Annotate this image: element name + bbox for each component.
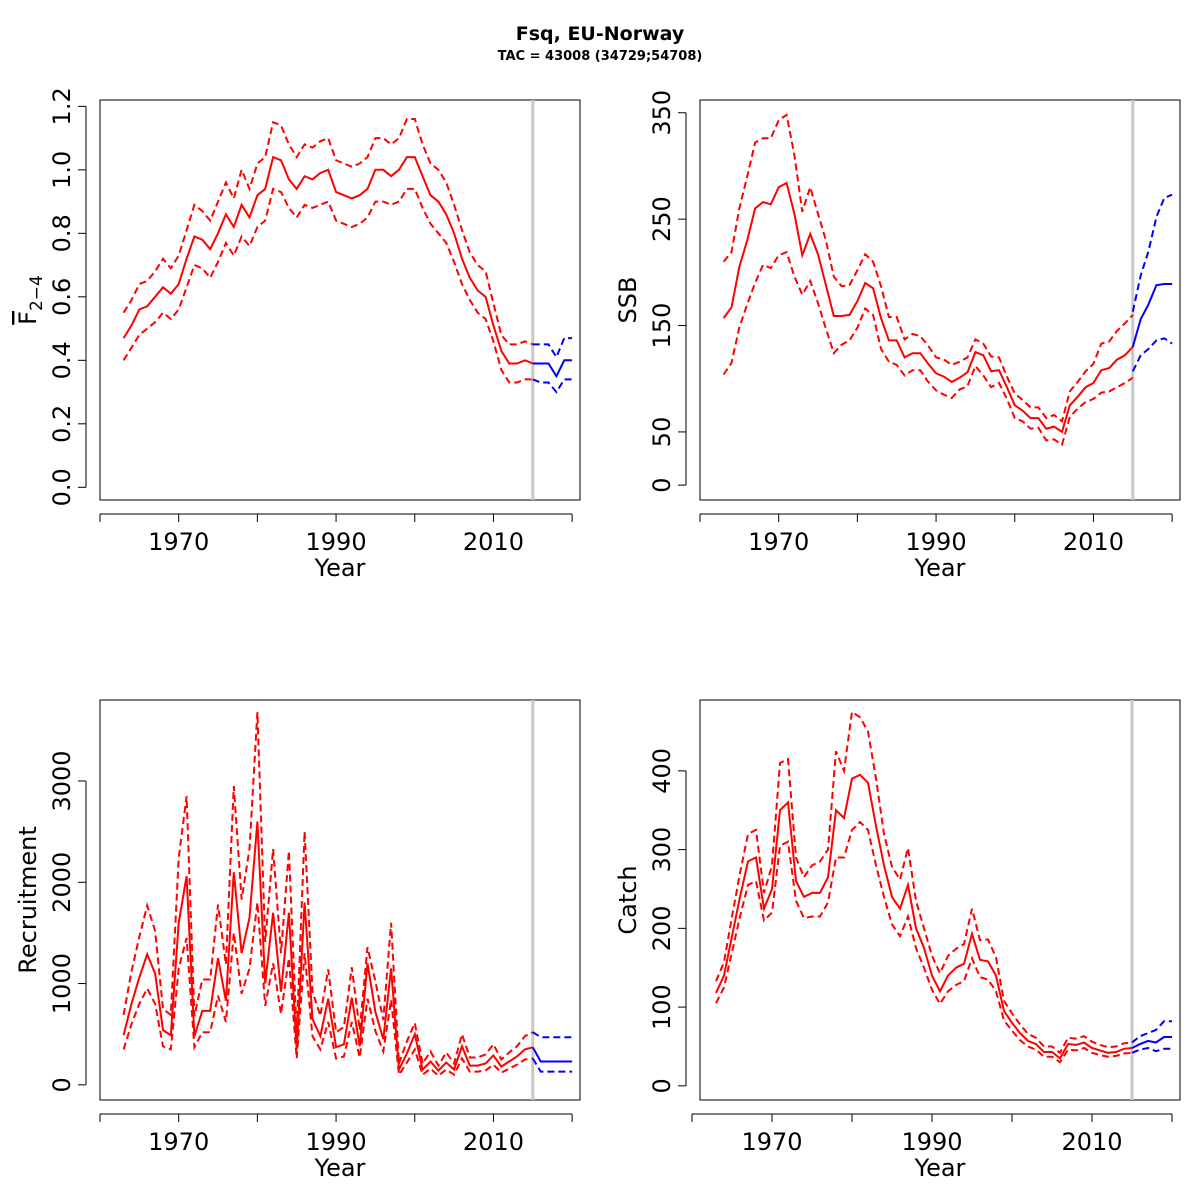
y-tick-label: 200 [648,905,676,951]
y-tick-label: 0 [48,1077,76,1092]
series-lower-bound [122,902,533,1078]
y-tick-label: 0.8 [48,214,76,252]
y-tick-label: 350 [648,90,676,136]
series-upper-bound [1131,193,1173,312]
x-axis-label: Year [314,1154,366,1182]
y-tick-label: 1.0 [48,151,76,189]
x-tick-label: 1970 [748,528,809,556]
y-axis-label-sub: 2−4 [27,275,47,311]
series-upper-bound [532,337,573,360]
y-tick-label: 0.0 [48,468,76,506]
plot-frame [699,99,1181,501]
series-red [122,712,534,1078]
x-axis-label: Year [914,554,966,582]
series-upper-bound [532,1031,573,1039]
y-tick-label: 300 [648,827,676,873]
x-axis-label: Year [914,1154,966,1182]
series-upper-bound [1131,1020,1172,1044]
panels: 1970 1990 2010 Year 0.0 0.2 0.4 0.6 0.8 1.0 1.2 F2−… [14,87,1181,1182]
x-axis: 1970 1990 2010 Year [699,513,1173,582]
y-axis-label-main: F [14,311,42,325]
series-lower-bound [531,1057,573,1073]
figure-subtitle: TAC = 43008 (34729;54708) [498,49,703,64]
series-lower-bound [1131,1046,1172,1054]
x-axis: 1970 1990 2010 Year [691,1113,1173,1182]
x-tick-label: 1990 [906,528,967,556]
series-blue [1131,193,1173,372]
series-red [715,710,1133,1064]
series-blue [531,1031,573,1073]
series-blue [1131,1020,1172,1054]
series-lower-bound [532,378,573,394]
y-tick-label: 100 [648,984,676,1030]
y-tick-label: 0.2 [48,405,76,443]
y-axis: 0 50 150 250 350 SSB [614,90,687,493]
x-tick-label: 2010 [1063,528,1124,556]
plot-frame [699,699,1181,1101]
y-tick-label: 1000 [48,953,76,1014]
y-axis-label: F2−4 [14,275,47,325]
series-lower-bound [122,187,533,384]
series-lower-bound [722,250,1134,447]
series-blue [532,337,573,394]
series-upper-bound [122,712,534,1068]
x-axis: 1970 1990 2010 Year [99,1113,573,1182]
x-axis: 1970 1990 2010 Year [99,513,573,582]
series-estimate [122,155,534,365]
x-tick-label: 2010 [463,528,524,556]
chart-panel-catch: 1970 1990 2010 Year 0 100 200 300 400 Catch [614,699,1181,1182]
x-tick-label: 1990 [306,528,367,556]
x-tick-label: 1970 [148,528,209,556]
series-upper-bound [715,710,1133,1055]
y-tick-label: 1.2 [48,87,76,125]
y-axis-label: SSB [614,277,642,324]
y-tick-label: 0.4 [48,341,76,379]
series-estimate [122,821,534,1074]
y-axis-label: Catch [614,865,642,934]
x-tick-label: 1990 [306,1128,367,1156]
y-tick-label: 400 [648,748,676,794]
y-tick-label: 0.6 [48,278,76,316]
series-red [722,113,1134,447]
series-estimate [722,181,1134,434]
series-lower-bound [1131,337,1173,372]
y-tick-label: 250 [648,196,676,242]
series-estimate [715,773,1133,1060]
x-tick-label: 1970 [741,1128,802,1156]
series-upper-bound [122,118,534,346]
series-estimate [532,359,573,379]
x-axis-label: Year [314,554,366,582]
y-tick-label: 0 [648,477,676,492]
y-tick-label: 0 [648,1078,676,1093]
y-tick-label: 2000 [48,852,76,913]
y-tick-label: 150 [648,303,676,349]
series-upper-bound [722,113,1134,424]
x-tick-label: 2010 [463,1128,524,1156]
figure-title: Fsq, EU-Norway [516,23,685,45]
x-tick-label: 2010 [1061,1128,1122,1156]
y-axis-label: Recruitment [14,826,42,973]
plot-frame [99,99,581,501]
series-estimate [1131,1036,1172,1049]
y-axis: 0.0 0.2 0.4 0.6 0.8 1.0 1.2 F2−4 [14,87,87,506]
series-lower-bound [715,820,1133,1064]
plot-frame [99,699,581,1101]
y-tick-label: 50 [648,417,676,448]
chart-panel-f: 1970 1990 2010 Year 0.0 0.2 0.4 0.6 0.8 1.0 1.2 F2−… [14,87,581,582]
series-estimate [531,1046,573,1063]
x-tick-label: 1990 [901,1128,962,1156]
chart-panel-ssb: 1970 1990 2010 Year 0 50 150 250 350 SSB [614,90,1181,582]
series-estimate [1131,283,1173,348]
series-red [122,118,534,384]
x-tick-label: 1970 [148,1128,209,1156]
y-tick-label: 3000 [48,750,76,811]
y-axis: 0 100 200 300 400 Catch [614,748,687,1093]
